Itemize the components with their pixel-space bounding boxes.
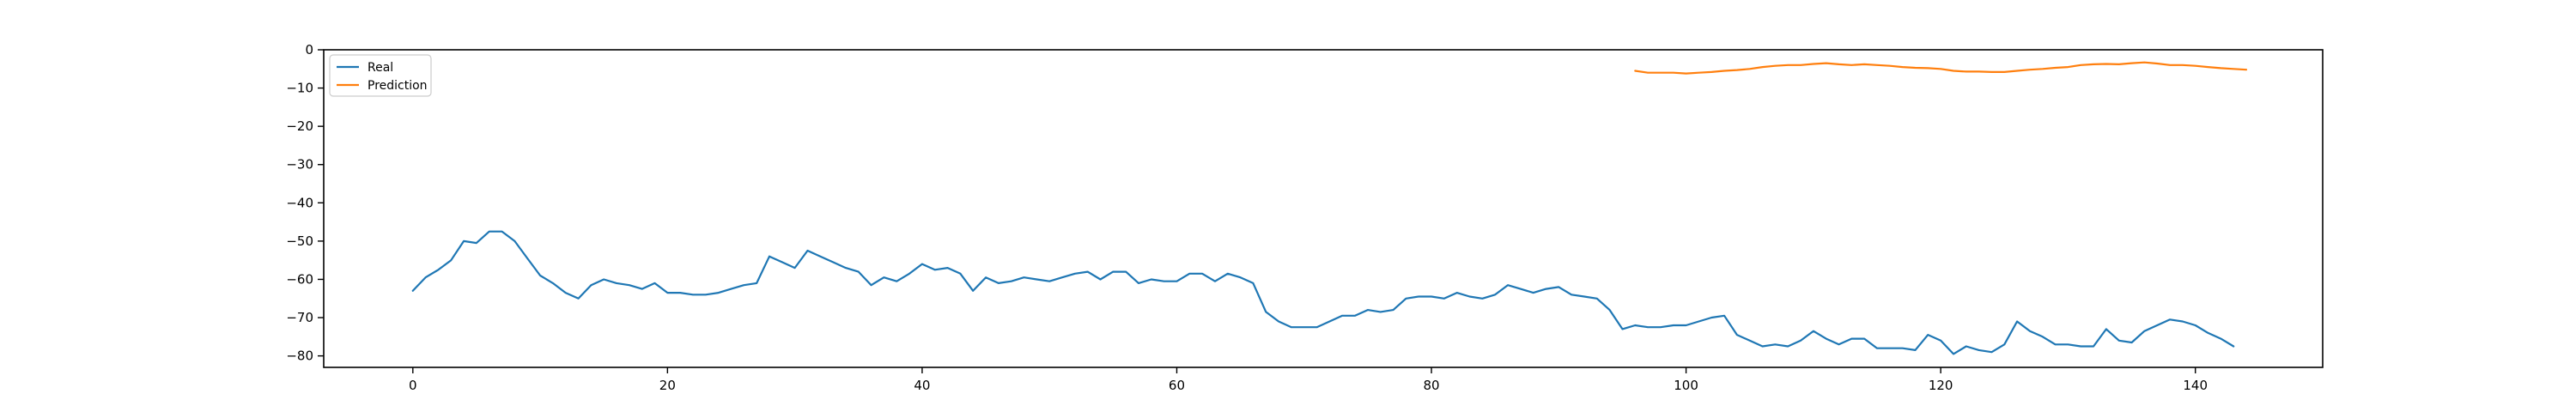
y-tick-label: −80 bbox=[286, 348, 313, 364]
x-tick-label: 0 bbox=[409, 378, 417, 393]
series-layer bbox=[411, 61, 2248, 355]
y-tick-label: −40 bbox=[286, 195, 313, 210]
y-tick-label: 0 bbox=[305, 42, 313, 58]
x-tick-label: 40 bbox=[914, 378, 930, 393]
y-axis: 0 −10 −20 −30 −40 −50 −60 −70 −80 bbox=[286, 42, 324, 364]
legend-label: Prediction bbox=[368, 79, 428, 93]
legend: Real Prediction bbox=[329, 54, 432, 97]
x-tick-label: 60 bbox=[1169, 378, 1185, 393]
y-tick-label: −60 bbox=[286, 271, 313, 287]
series-line-prediction bbox=[1634, 61, 2248, 75]
x-tick-label: 120 bbox=[1929, 378, 1953, 393]
x-tick-label: 80 bbox=[1423, 378, 1439, 393]
x-tick-label: 100 bbox=[1674, 378, 1698, 393]
x-tick-label: 140 bbox=[2183, 378, 2208, 393]
y-tick-label: −50 bbox=[286, 233, 313, 249]
x-tick-label: 20 bbox=[659, 378, 676, 393]
series-line-real bbox=[411, 230, 2235, 355]
y-tick-label: −70 bbox=[286, 310, 313, 325]
legend-label: Real bbox=[368, 61, 393, 75]
plot-frame bbox=[323, 49, 2324, 368]
y-tick-label: −10 bbox=[286, 81, 313, 96]
y-tick-label: −20 bbox=[286, 118, 313, 134]
y-tick-label: −30 bbox=[286, 157, 313, 173]
x-axis: 0 20 40 60 80 100 120 140 bbox=[409, 367, 2208, 393]
